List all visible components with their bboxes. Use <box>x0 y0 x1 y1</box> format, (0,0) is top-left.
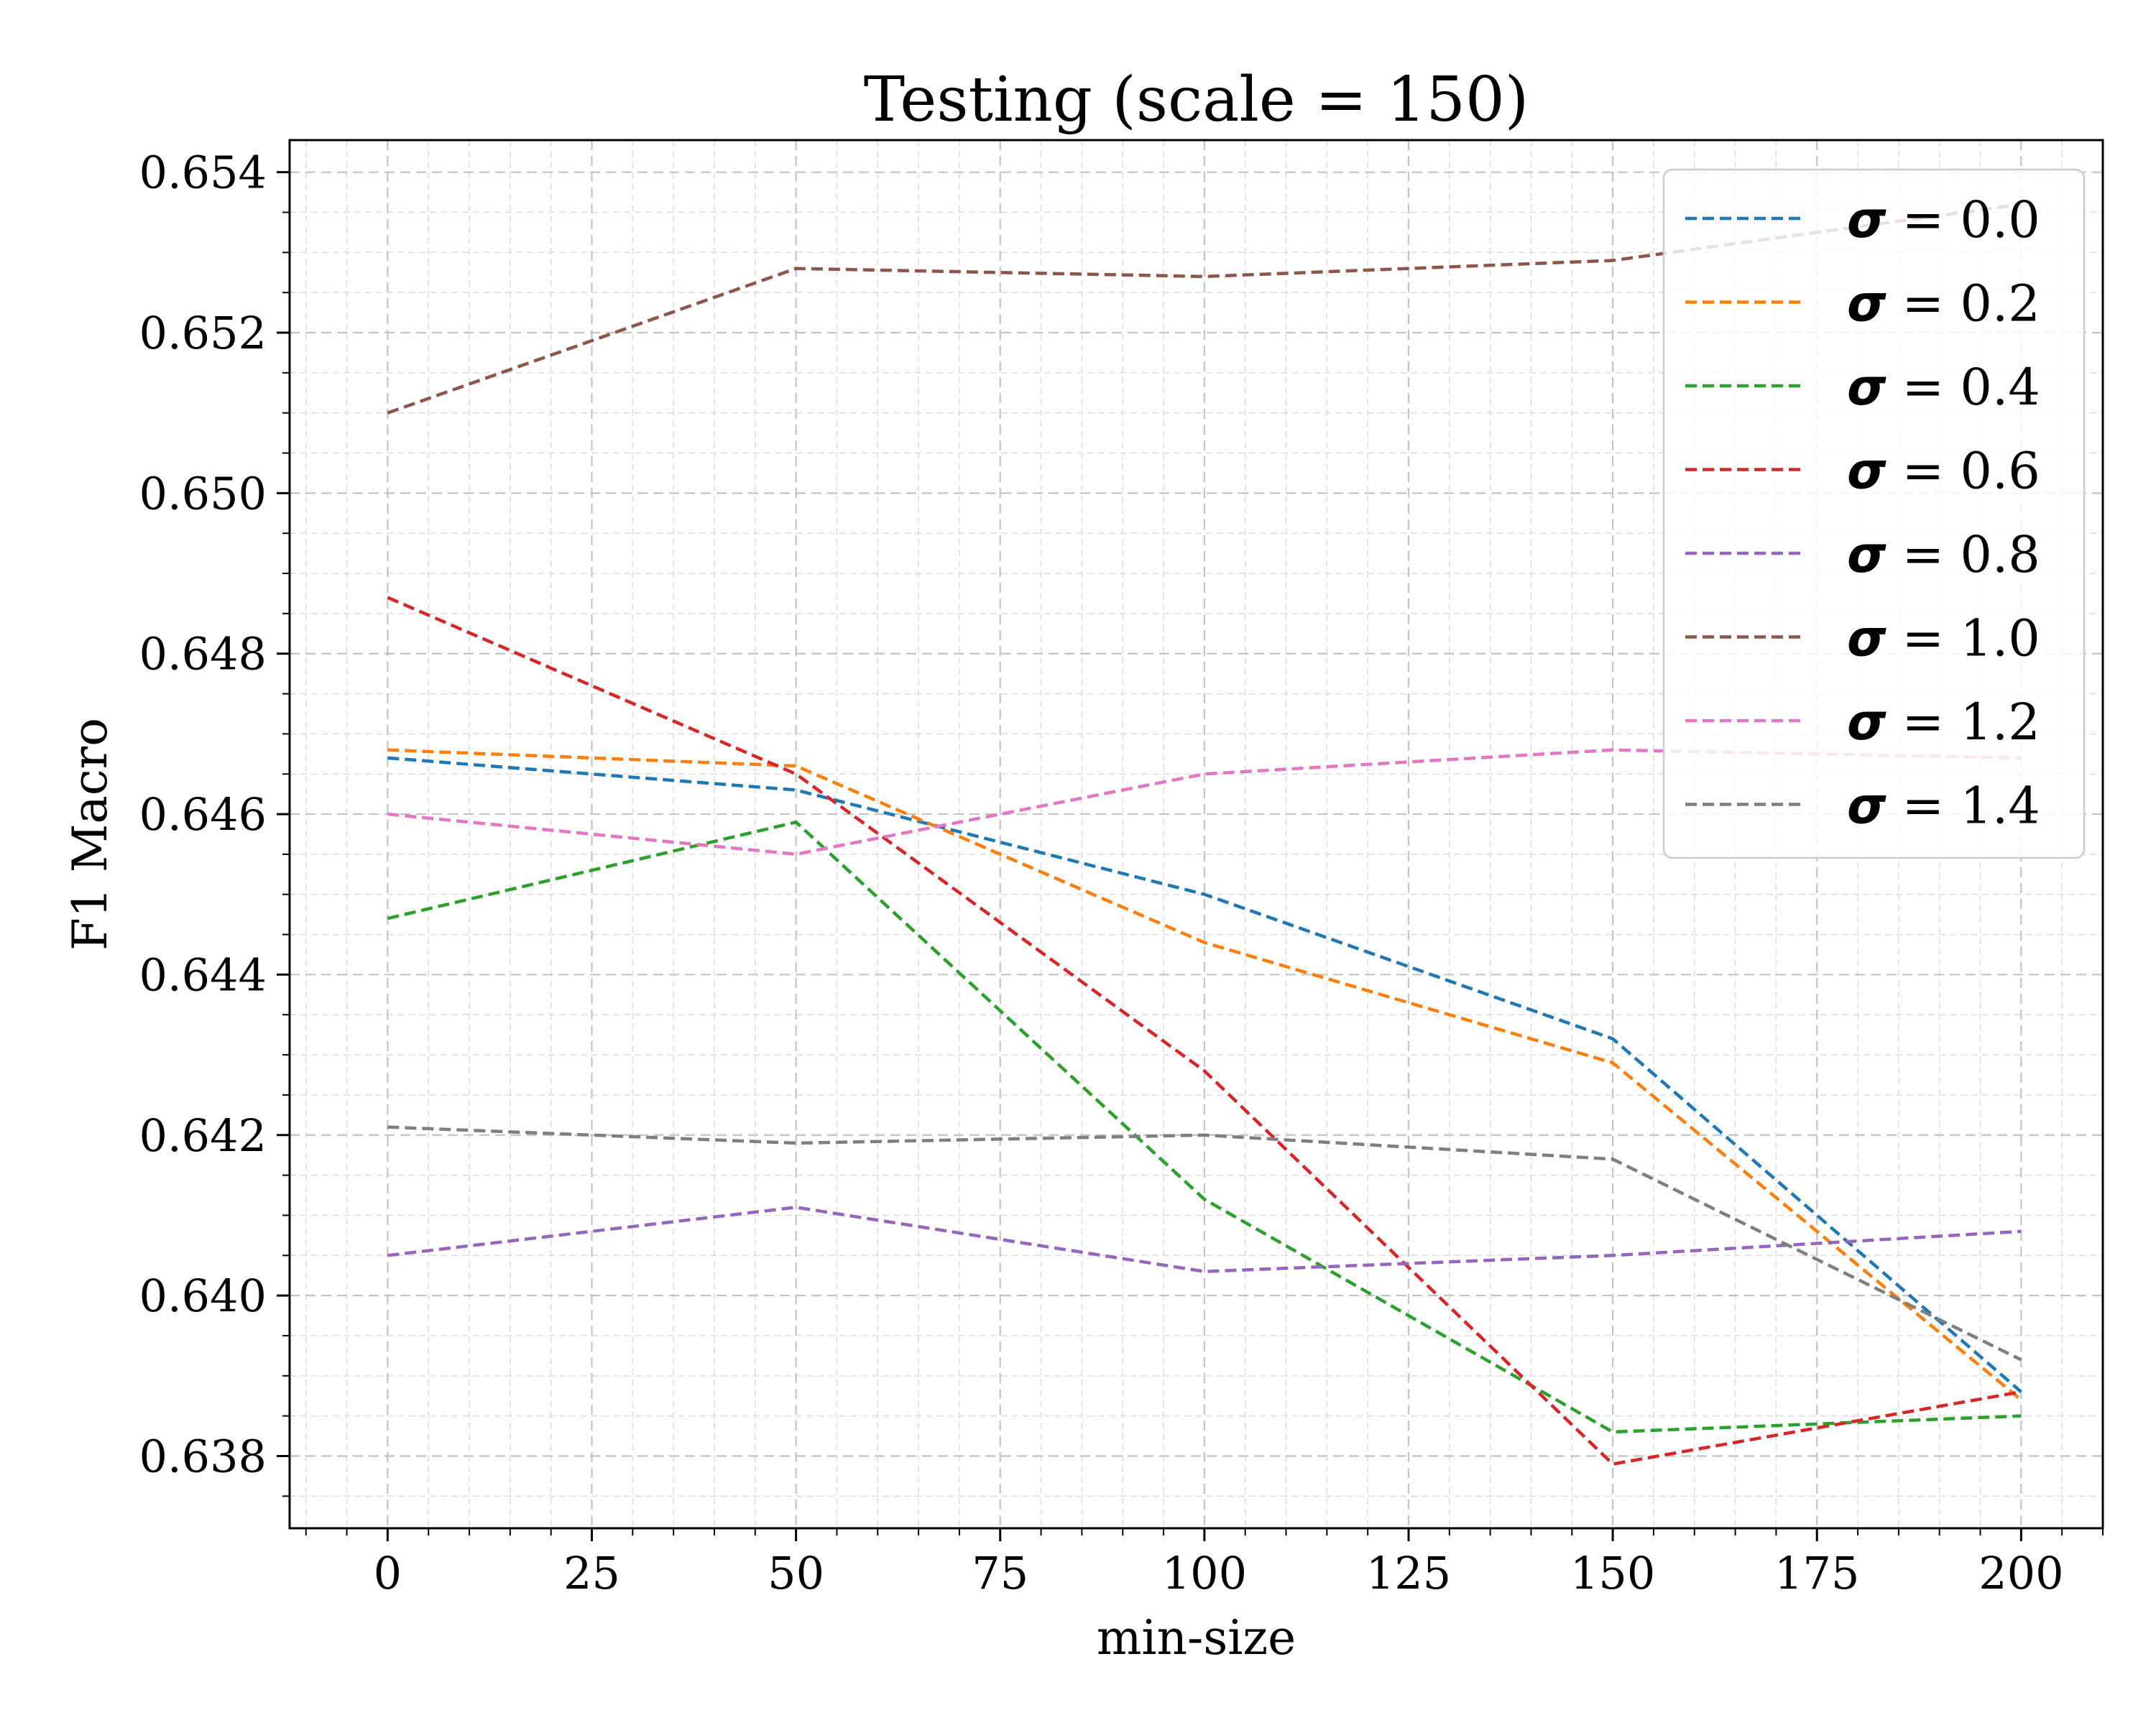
legend: σ = 0.0 σ = 0.2 σ = 0.4 σ = 0.6 σ = 0.8 σ = 1.0 σ = 1… <box>1662 168 2086 859</box>
x-tick-label: 175 <box>1774 1547 1859 1599</box>
legend-value: = 0.8 <box>1902 525 2040 584</box>
legend-label: σ = 1.4 <box>1847 777 2040 836</box>
sigma-symbol: σ <box>1847 693 1886 752</box>
sigma-symbol: σ <box>1847 442 1886 501</box>
y-tick-label: 0.650 <box>139 467 267 519</box>
x-axis-label: min-size <box>1097 1610 1296 1665</box>
x-tick-label: 50 <box>768 1547 824 1599</box>
legend-box <box>1662 168 2086 859</box>
x-tick-label: 100 <box>1162 1547 1247 1599</box>
x-tick-label: 125 <box>1366 1547 1451 1599</box>
y-tick-label: 0.654 <box>139 147 267 199</box>
y-tick-label: 0.640 <box>139 1270 267 1322</box>
series-line <box>387 1125 2022 1362</box>
series-line <box>387 596 2022 1466</box>
y-tick-label: 0.646 <box>139 788 267 841</box>
x-tick-label: 75 <box>972 1547 1028 1599</box>
x-tick-label: 0 <box>374 1547 402 1599</box>
legend-label: σ = 1.0 <box>1847 609 2040 668</box>
legend-value: = 0.6 <box>1902 442 2040 501</box>
sigma-symbol: σ <box>1847 525 1886 584</box>
y-tick-label: 0.648 <box>139 628 267 680</box>
series-line <box>387 756 2022 1393</box>
legend-value: = 1.2 <box>1902 693 2040 752</box>
chart-title: Testing (scale = 150) <box>864 64 1529 136</box>
y-axis-label: F1 Macro <box>63 718 118 951</box>
y-tick-label: 0.652 <box>139 307 267 359</box>
legend-value: = 0.2 <box>1902 274 2040 333</box>
series-line <box>387 1206 2022 1273</box>
x-tick-label: 25 <box>563 1547 620 1599</box>
legend-label: σ = 0.2 <box>1847 274 2040 333</box>
legend-value: = 0.0 <box>1902 190 2040 249</box>
legend-value: = 1.0 <box>1902 609 2040 668</box>
sigma-symbol: σ <box>1847 777 1886 836</box>
plot-frame <box>288 139 2104 1530</box>
legend-label: σ = 0.6 <box>1847 442 2040 501</box>
x-tick-label: 200 <box>1978 1547 2063 1599</box>
y-tick-label: 0.642 <box>139 1109 267 1162</box>
y-tick-label: 0.638 <box>139 1430 267 1482</box>
sigma-symbol: σ <box>1847 190 1886 249</box>
legend-value: = 0.4 <box>1902 358 2040 417</box>
axis-ticks: 0 25 50 75 100 125 150 175 200 0.638 0.640 0.642 0.6… <box>139 147 2104 1599</box>
sigma-symbol: σ <box>1847 274 1886 333</box>
legend-label: σ = 0.8 <box>1847 525 2040 584</box>
y-tick-label: 0.644 <box>139 948 267 1001</box>
series-line <box>387 748 2022 1402</box>
sigma-symbol: σ <box>1847 609 1886 668</box>
x-tick-label: 150 <box>1570 1547 1655 1599</box>
legend-label: σ = 0.4 <box>1847 358 2040 417</box>
legend-label: σ = 1.2 <box>1847 693 2040 752</box>
legend-value: = 1.4 <box>1902 777 2040 836</box>
legend-label: σ = 0.0 <box>1847 190 2040 249</box>
sigma-symbol: σ <box>1847 358 1886 417</box>
series-line <box>387 820 2022 1434</box>
